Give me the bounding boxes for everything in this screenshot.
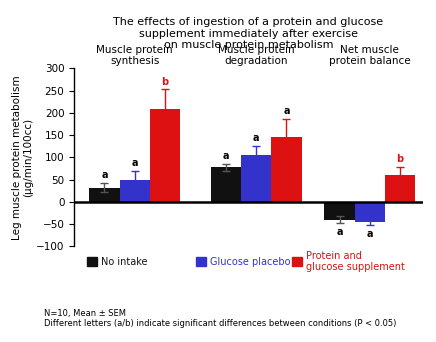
Text: b: b: [162, 77, 169, 87]
Bar: [211, 167, 241, 202]
Bar: [241, 155, 271, 202]
Text: The effects of ingestion of a protein and glucose
supplement immediately after e: The effects of ingestion of a protein an…: [113, 17, 384, 50]
Y-axis label: Leg muscle protein metabolism
(μg/min/100cc): Leg muscle protein metabolism (μg/min/10…: [12, 75, 33, 240]
Text: a: a: [336, 227, 343, 237]
Text: No intake: No intake: [101, 256, 148, 267]
Text: a: a: [283, 106, 290, 116]
Text: N=10, Mean ± SEM
Different letters (a/b) indicate significant differences betwee: N=10, Mean ± SEM Different letters (a/b)…: [44, 309, 396, 328]
Bar: [89, 187, 119, 202]
Text: Muscle protein
degradation: Muscle protein degradation: [218, 44, 294, 66]
Bar: [324, 202, 354, 220]
Text: Muscle protein
synthesis: Muscle protein synthesis: [96, 44, 173, 66]
Bar: [271, 137, 302, 202]
Text: a: a: [367, 229, 373, 239]
Text: b: b: [397, 155, 404, 165]
Text: a: a: [253, 133, 259, 143]
Text: a: a: [101, 170, 108, 181]
Text: a: a: [132, 158, 138, 168]
Bar: [354, 202, 385, 222]
Text: Net muscle
protein balance: Net muscle protein balance: [329, 44, 411, 66]
Bar: [385, 175, 416, 202]
Text: Protein and
glucose supplement: Protein and glucose supplement: [306, 251, 405, 273]
Bar: [119, 180, 150, 202]
Text: Glucose placebo: Glucose placebo: [210, 256, 291, 267]
Bar: [150, 109, 180, 202]
Text: a: a: [222, 151, 229, 161]
